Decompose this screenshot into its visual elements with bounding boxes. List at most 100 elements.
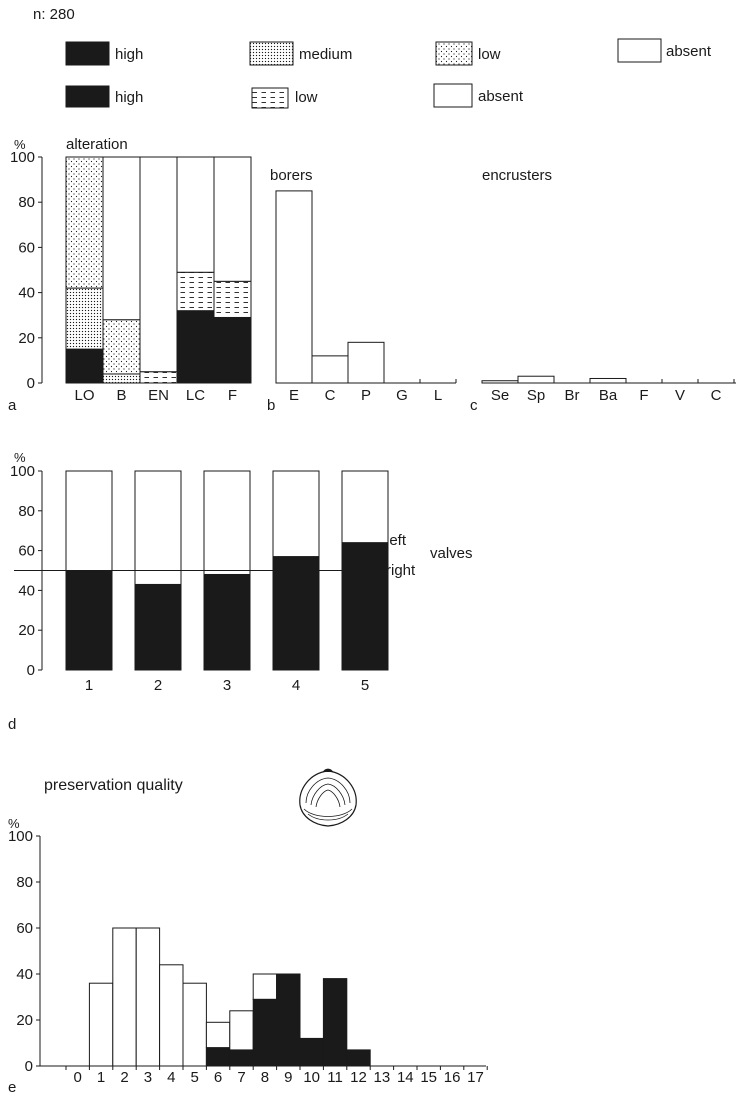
panel-a-bar-LC-low	[176, 271, 215, 312]
panel-d-bar-4-solid	[272, 556, 320, 671]
panel-c-category-label: Br	[565, 387, 580, 404]
panel-e-bar-8-empty	[252, 973, 278, 1000]
panel-d-bar-3-empty	[203, 470, 251, 575]
panel-b-bar-C	[311, 355, 349, 384]
panel-d-bar-1-solid	[65, 570, 113, 671]
panel-a-y-tick-label: 0	[27, 375, 35, 392]
panel-b-bar-P	[347, 341, 385, 384]
panel-c-label: c	[470, 397, 478, 414]
panel-c-title: encrusters	[482, 167, 552, 184]
panel-a-bar-F-high	[213, 316, 252, 384]
panel-b-title: borers	[270, 167, 313, 184]
legend-swatch-absent-2	[433, 83, 473, 108]
panel-e-category-label: 1	[97, 1069, 105, 1086]
panel-e-category-label: 9	[284, 1069, 292, 1086]
panel-e-title: preservation quality	[44, 777, 183, 794]
legend-swatch-medium	[249, 41, 294, 66]
panel-e-category-label: 12	[350, 1069, 367, 1086]
panel-a-alteration-chart: alteration % a 0 20 40 60 80 100 LO B EN LC F	[8, 136, 252, 414]
panel-e-bar-9-solid	[276, 973, 301, 1067]
panel-c-encrusters-chart: encrusters c Se Sp Br Ba F V C	[470, 167, 736, 414]
legend-label-medium: medium	[299, 46, 352, 63]
panel-d-bar-2-empty	[134, 470, 182, 585]
panel-e-bar-7-solid	[229, 1049, 254, 1067]
panel-c-category-label: Ba	[599, 387, 618, 404]
panel-d-bar-5-solid	[341, 542, 389, 671]
legend-swatch-high	[65, 41, 110, 66]
panel-e-category-label: 8	[261, 1069, 269, 1086]
legend-label-absent-2: absent	[478, 88, 524, 105]
panel-c-bar-Se	[481, 380, 519, 384]
panel-e-category-label: 7	[237, 1069, 245, 1086]
legend-label-low: low	[478, 46, 501, 63]
legend-label-high: high	[115, 46, 143, 63]
panel-c-category-label: F	[639, 387, 648, 404]
legend-swatch-low-dots	[435, 41, 473, 66]
panel-a-category-label: LO	[74, 387, 94, 404]
panel-d-bar-2-solid	[134, 583, 182, 671]
panel-a-category-label: LC	[186, 387, 205, 404]
panel-e-category-label: 11	[327, 1069, 343, 1086]
legend-row-2: high low absent	[65, 83, 524, 109]
panel-b-label: b	[267, 397, 275, 414]
panel-a-bar-B-low	[102, 319, 141, 375]
panel-e-ylabel: %	[8, 816, 20, 831]
panel-e-bar-2-empty	[112, 927, 137, 1067]
panel-e-category-label: 13	[374, 1069, 391, 1086]
panel-c-category-label: Sp	[527, 387, 545, 404]
panel-d-bar-1-empty	[65, 470, 113, 571]
panel-e-y-tick-label: 60	[16, 920, 33, 937]
panel-c-bar-Ba	[589, 377, 627, 384]
panel-e-category-label: 14	[397, 1069, 414, 1086]
panel-e-bar-8-solid	[252, 998, 278, 1067]
panel-a-category-label: EN	[148, 387, 169, 404]
panel-d-y-tick-label: 20	[18, 622, 35, 639]
panel-e-bar-5-empty	[182, 982, 207, 1067]
sample-size-label: n: 280	[33, 6, 75, 23]
annotation-valves: valves	[430, 545, 473, 562]
panel-d-y-tick-label: 40	[18, 582, 35, 599]
panel-d-bar-3-solid	[203, 573, 251, 671]
panel-a-title: alteration	[66, 136, 128, 153]
panel-e-category-label: 0	[74, 1069, 82, 1086]
legend-swatch-absent	[617, 38, 662, 63]
panel-e-y-tick-label: 20	[16, 1012, 33, 1029]
panel-d-y-tick-label: 60	[18, 543, 35, 560]
panel-b-category-label: G	[396, 387, 408, 404]
panel-a-bar-F-low	[213, 280, 252, 318]
panel-a-bar-B-medium	[102, 373, 141, 384]
panel-d-ylabel: %	[14, 450, 26, 465]
panel-e-y-tick-label: 100	[8, 828, 33, 845]
panel-e-category-label: 3	[144, 1069, 152, 1086]
annotation-left: left	[386, 532, 407, 549]
panel-b-category-label: C	[325, 387, 336, 404]
panel-a-bar-LO-high	[65, 348, 104, 384]
panel-c-category-label: Se	[491, 387, 509, 404]
panel-b-category-label: L	[434, 387, 442, 404]
panel-c-bar-Sp	[517, 375, 555, 384]
panel-b-category-label: P	[361, 387, 371, 404]
panel-d-y-tick-label: 0	[27, 662, 35, 679]
panel-d-category-label: 4	[292, 677, 300, 694]
panel-e-label: e	[8, 1079, 16, 1096]
panel-d-category-label: 5	[361, 677, 369, 694]
panel-e-bar-12-solid	[346, 1049, 371, 1067]
panel-a-y-tick-label: 80	[18, 194, 35, 211]
panel-a-y-tick-label: 20	[18, 330, 35, 347]
legend-label-high-2: high	[115, 89, 143, 106]
legend-swatch-low-dashes	[251, 87, 289, 109]
panel-e-category-label: 16	[444, 1069, 461, 1086]
panel-e-bar-7-empty	[229, 1010, 254, 1051]
legend-label-absent: absent	[666, 43, 712, 60]
panel-e-category-label: 5	[191, 1069, 199, 1086]
legend-row-1: high medium low absent	[65, 38, 712, 66]
panel-d-category-label: 3	[223, 677, 231, 694]
panel-b-category-label: E	[289, 387, 299, 404]
panel-a-ylabel: %	[14, 137, 26, 152]
panel-a-category-label: F	[228, 387, 237, 404]
panel-d-valves-chart: % d left right valves 0 20 40 60 80 100 1 2 3 4 5	[8, 450, 473, 733]
panel-e-bar-1-empty	[88, 982, 114, 1067]
panel-d-bar-5-empty	[341, 470, 389, 544]
